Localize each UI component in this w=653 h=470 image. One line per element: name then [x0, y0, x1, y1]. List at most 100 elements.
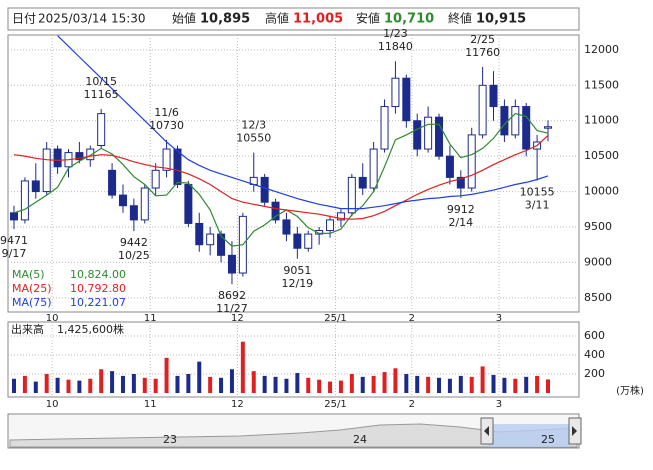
- volume-bar: [262, 375, 267, 393]
- candle-body: [118, 194, 127, 207]
- volume-bar: [66, 379, 71, 393]
- volume-bar: [415, 375, 420, 393]
- x-tick-label: 25/1: [324, 399, 346, 410]
- volume-bar: [458, 375, 463, 393]
- candle-body: [271, 201, 280, 221]
- annotation-date: 2/25: [470, 33, 495, 46]
- volume-unit: (万株): [616, 384, 644, 397]
- volume-bar: [306, 377, 311, 393]
- candle-body: [424, 116, 433, 150]
- volume-bar: [120, 375, 125, 393]
- annotation-value: 11840: [378, 40, 413, 53]
- candle-body: [227, 254, 236, 274]
- candle-body: [445, 155, 454, 178]
- x-tick-label: 11: [144, 313, 157, 324]
- volume-bar: [426, 376, 431, 393]
- annotation-value: 10730: [149, 119, 184, 132]
- high-label: 高値: [265, 11, 289, 26]
- volume-bar: [491, 374, 496, 393]
- annotation-value: 9912: [447, 203, 475, 216]
- legend-name: MA(75): [12, 296, 52, 309]
- volume-tick-label: 600: [584, 329, 605, 342]
- annotation-date: 1/23: [383, 27, 408, 40]
- x-tick-label: 25/1: [324, 313, 346, 324]
- navigator: 23 24 25: [7, 413, 582, 449]
- y-tick-label: 10000: [584, 185, 619, 198]
- volume-bar: [349, 373, 354, 393]
- candle-body: [511, 106, 520, 136]
- candle-body: [31, 180, 40, 193]
- volume-bar: [502, 377, 507, 393]
- annotation-date: 11/27: [216, 302, 248, 315]
- y-tick-label: 8500: [584, 291, 612, 304]
- candle-body: [304, 233, 313, 249]
- candle-body: [467, 134, 476, 189]
- price-frame: [7, 34, 580, 313]
- y-tick-label: 9000: [584, 255, 612, 268]
- volume-bar: [317, 379, 322, 393]
- x-tick-label: 3: [496, 399, 502, 410]
- candle-body: [522, 106, 531, 150]
- volume-bar: [12, 378, 16, 393]
- handle-arrow: [484, 426, 489, 436]
- volume-bar: [240, 341, 245, 393]
- volume-frame: [7, 321, 580, 398]
- candle-body: [86, 148, 95, 161]
- x-tick-label: 11: [144, 399, 157, 410]
- annotation-value: 8692: [218, 289, 246, 302]
- candle-body: [162, 148, 171, 171]
- volume-bar: [404, 373, 409, 393]
- plot: 8500 9000 9500 10000 10500 11000 11500 12000 200…: [0, 27, 644, 410]
- annotation-date: 2/14: [448, 216, 473, 229]
- volume-bar: [153, 378, 158, 393]
- candle-body: [108, 169, 117, 196]
- volume-tick-label: 400: [584, 348, 605, 361]
- x-tick-label: 3: [496, 313, 502, 324]
- annotation-date: 10/15: [85, 75, 117, 88]
- volume-bar: [164, 357, 169, 393]
- annotation-value: 10550: [236, 132, 271, 145]
- volume-bar: [360, 376, 365, 393]
- annotation-date: 9/17: [2, 247, 27, 260]
- candle-body: [97, 113, 106, 147]
- volume-bar: [382, 372, 387, 393]
- candle-body: [358, 176, 367, 189]
- annotation-value: 9442: [120, 236, 148, 249]
- volume-bar: [393, 368, 398, 393]
- volume-bar: [251, 371, 256, 393]
- volume-bar: [197, 361, 202, 393]
- volume-bar: [219, 377, 224, 393]
- volume-bar: [273, 376, 278, 393]
- candle-body: [326, 219, 335, 232]
- close: 10,915: [476, 12, 526, 27]
- volume-title: 出来高: [11, 322, 44, 336]
- volume-bar: [142, 377, 147, 393]
- volume-bar: [480, 366, 485, 393]
- legend-value: 10,792.80: [70, 282, 126, 295]
- candle-body: [53, 148, 62, 168]
- volume-bar: [88, 378, 93, 393]
- volume-bar: [328, 381, 333, 393]
- x-tick-label: 12: [231, 399, 244, 410]
- ma-line: [13, 112, 549, 247]
- volume-bar: [371, 375, 376, 393]
- candle-body: [544, 126, 552, 129]
- volume-bar: [33, 381, 38, 393]
- annotation-value: 9471: [0, 234, 28, 247]
- navigator-selection[interactable]: [488, 424, 570, 447]
- y-tick-label: 11000: [584, 114, 619, 127]
- x-tick-label: 10: [46, 399, 59, 410]
- candle-body: [217, 233, 226, 256]
- candle-body: [478, 84, 487, 136]
- volume-bar: [295, 373, 300, 393]
- navigator-label: 23: [163, 433, 177, 446]
- volume-bar: [44, 373, 49, 393]
- high: 11,005: [293, 12, 343, 27]
- volume-bar: [447, 378, 452, 393]
- volume-bar: [524, 376, 529, 393]
- open-label: 始値: [172, 11, 196, 26]
- annotation-value: 9051: [283, 264, 311, 277]
- candle-body: [140, 187, 149, 221]
- low-label: 安値: [356, 11, 380, 26]
